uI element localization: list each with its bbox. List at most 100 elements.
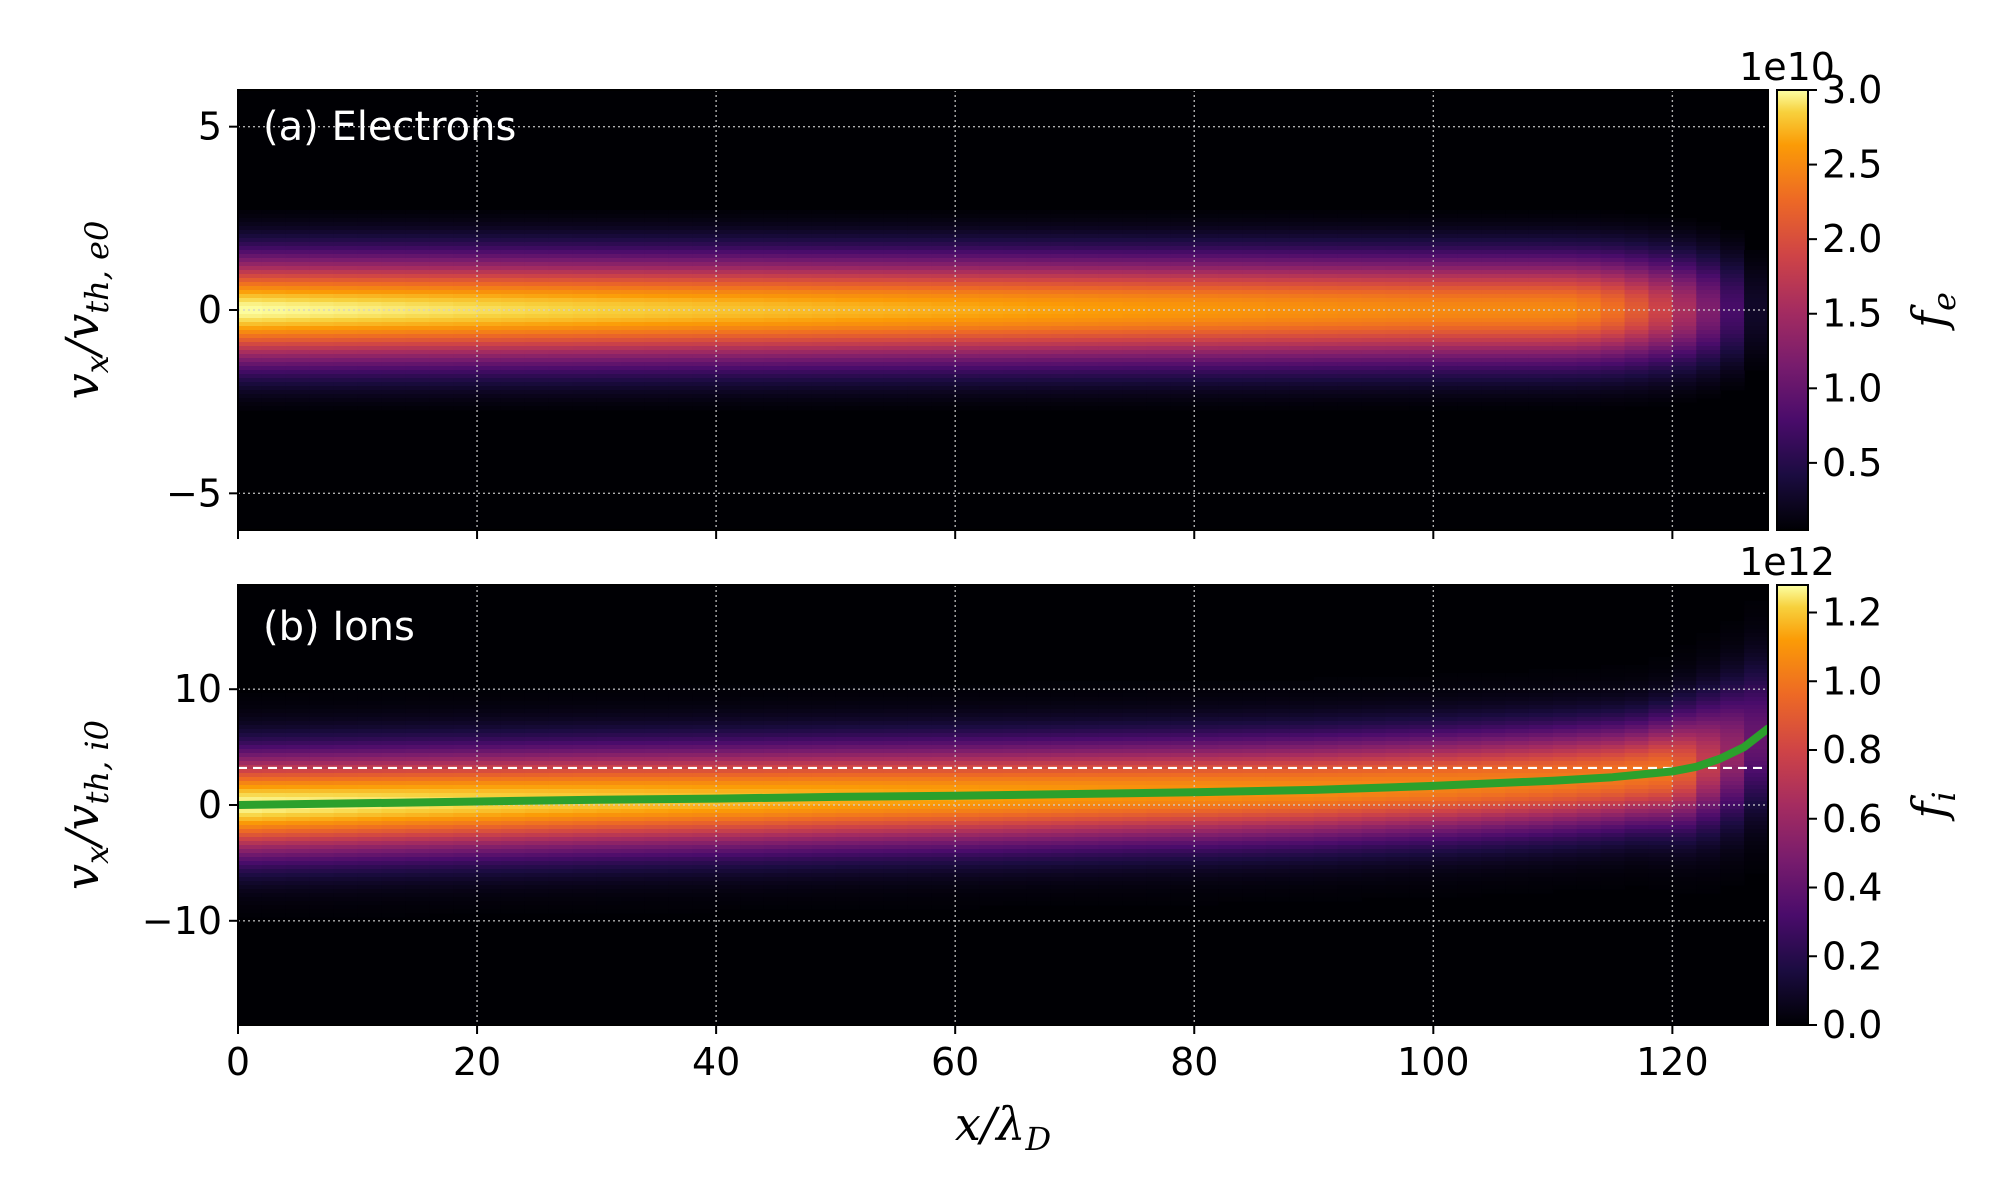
heatmap-cell [1457, 298, 1482, 303]
heatmap-cell [548, 725, 574, 730]
heatmap-cell [1600, 398, 1626, 403]
heatmap-cell [668, 398, 693, 403]
heatmap-cell [1433, 314, 1458, 319]
heatmap-cell [644, 765, 669, 770]
heatmap-cell [692, 837, 717, 842]
heatmap-cell [572, 322, 598, 327]
heatmap-cell [979, 298, 1004, 303]
heatmap-cell [1505, 238, 1530, 243]
heatmap-cell [333, 326, 359, 331]
heatmap-cell [1074, 398, 1100, 403]
heatmap-cell [261, 218, 287, 223]
heatmap-cell [859, 773, 885, 778]
heatmap-cell [477, 901, 502, 906]
heatmap-cell [524, 881, 550, 886]
heatmap-cell [572, 286, 598, 291]
heatmap-cell [859, 286, 885, 291]
heatmap-cell [333, 266, 359, 271]
heatmap-cell [620, 841, 646, 846]
heatmap-cell [1170, 402, 1195, 407]
heatmap-cell [1218, 346, 1243, 351]
heatmap-cell [405, 346, 430, 351]
heatmap-cell [620, 857, 646, 862]
heatmap-cell [548, 310, 574, 315]
heatmap-cell [238, 250, 263, 255]
heatmap-cell [1026, 382, 1052, 387]
heatmap-cell [1289, 358, 1315, 363]
heatmap-cell [1170, 350, 1195, 355]
heatmap-cell [1720, 274, 1745, 279]
heatmap-cell [1050, 266, 1076, 271]
heatmap-cell [500, 298, 526, 303]
heatmap-cell [477, 825, 502, 830]
heatmap-cell [572, 342, 598, 347]
heatmap-cell [429, 721, 454, 726]
heatmap-cell [1122, 286, 1148, 291]
heatmap-cell [1648, 214, 1673, 219]
heatmap-cell [1218, 234, 1243, 239]
heatmap-cell [1122, 398, 1148, 403]
heatmap-cell [405, 705, 430, 710]
heatmap-cell [1313, 362, 1339, 367]
heatmap-cell [859, 210, 885, 215]
heatmap-cell [1074, 242, 1100, 247]
heatmap-cell [309, 226, 335, 231]
heatmap-cell [1194, 278, 1219, 283]
heatmap-cell [644, 733, 669, 738]
heatmap-cell [1433, 266, 1458, 271]
heatmap-cell [1457, 350, 1482, 355]
heatmap-cell [644, 358, 669, 363]
heatmap-cell [548, 809, 574, 814]
heatmap-cell [1313, 290, 1339, 295]
heatmap-cell [979, 326, 1004, 331]
heatmap-cell [931, 737, 956, 742]
x-ticks-electrons [237, 530, 1674, 539]
heatmap-cell [500, 757, 526, 762]
heatmap-cell [955, 282, 980, 287]
heatmap-cell [811, 769, 837, 774]
heatmap-cell [1576, 290, 1602, 295]
heatmap-cell [285, 386, 311, 391]
heatmap-cell [477, 378, 502, 383]
heatmap-cell [357, 909, 383, 914]
heatmap-cell [381, 362, 406, 367]
heatmap-cell [333, 370, 359, 375]
heatmap-cell [1337, 302, 1363, 307]
heatmap-cell [979, 809, 1004, 814]
heatmap-cell [1624, 326, 1650, 331]
heatmap-cell [620, 753, 646, 758]
heatmap-cell [524, 729, 550, 734]
heatmap-cell [644, 334, 669, 339]
heatmap-cell [716, 745, 741, 750]
heatmap-cell [261, 817, 287, 822]
heatmap-cell [811, 805, 837, 810]
heatmap-cell [620, 877, 646, 882]
heatmap-cell [405, 262, 430, 267]
heatmap-cell [309, 314, 335, 319]
heatmap-cell [668, 394, 693, 399]
heatmap-cell [1481, 234, 1506, 239]
heatmap-cell [620, 234, 646, 239]
heatmap-cell [692, 689, 717, 694]
heatmap-cell [500, 254, 526, 259]
heatmap-cell [1576, 330, 1602, 335]
heatmap-cell [763, 366, 789, 371]
heatmap-cell [1026, 322, 1052, 327]
heatmap-cell [357, 837, 383, 842]
heatmap-cell [285, 390, 311, 395]
heatmap-cell [787, 725, 813, 730]
heatmap-cell [1505, 314, 1530, 319]
heatmap-cell [285, 266, 311, 271]
heatmap-cell [405, 861, 430, 866]
heatmap-cell [405, 809, 430, 814]
heatmap-cell [1744, 354, 1768, 359]
heatmap-cell [859, 825, 885, 830]
heatmap-cell [787, 733, 813, 738]
heatmap-cell [1720, 350, 1745, 355]
heatmap-cell [285, 326, 311, 331]
heatmap-cell [1265, 210, 1291, 215]
heatmap-cell [787, 218, 813, 223]
heatmap-cell [500, 282, 526, 287]
heatmap-cell [1648, 318, 1673, 323]
heatmap-cell [572, 282, 598, 287]
